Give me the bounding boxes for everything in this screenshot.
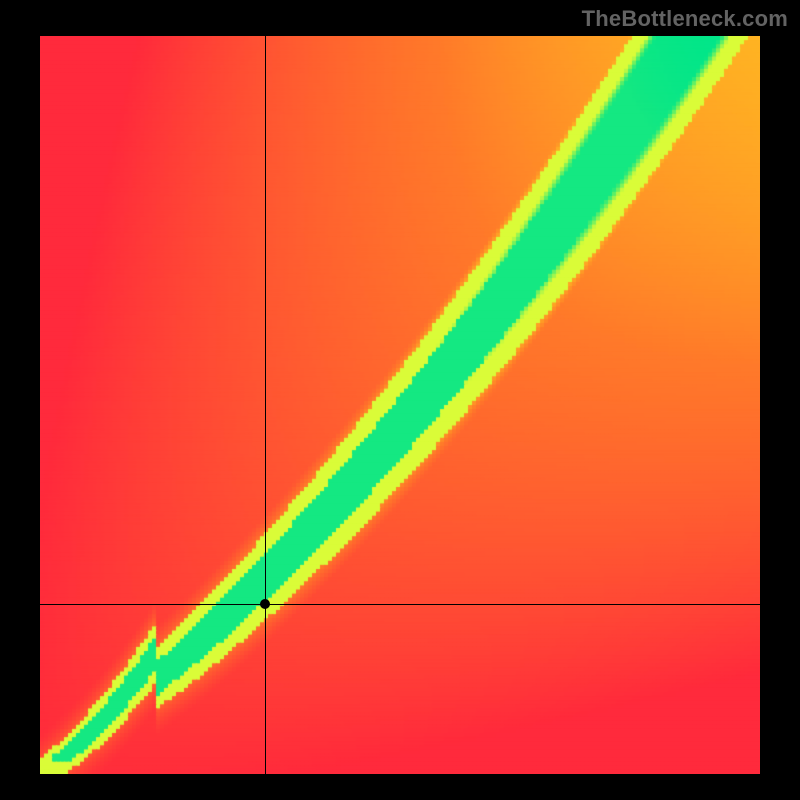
watermark-text: TheBottleneck.com	[582, 6, 788, 32]
plot-area	[40, 36, 760, 774]
heatmap-canvas	[40, 36, 760, 774]
crosshair-vertical	[265, 36, 266, 774]
chart-container: TheBottleneck.com	[0, 0, 800, 800]
selection-marker	[260, 599, 270, 609]
crosshair-horizontal	[40, 604, 760, 605]
